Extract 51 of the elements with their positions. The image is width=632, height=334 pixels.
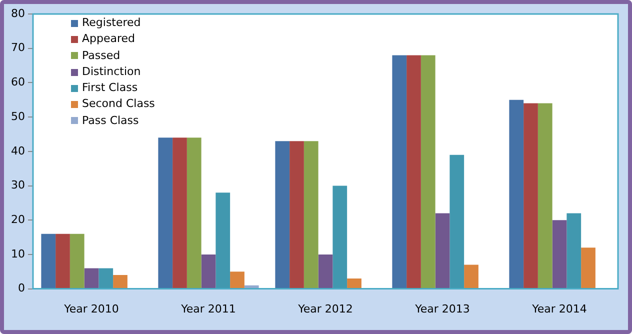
bar <box>524 103 538 288</box>
bar <box>201 254 216 288</box>
bar <box>172 138 187 288</box>
y-tick-label: 70 <box>10 41 25 54</box>
legend-label: Second Class <box>82 96 155 112</box>
y-tick-label: 40 <box>10 144 25 158</box>
x-tick-label: Year 2013 <box>414 302 470 316</box>
bar <box>70 234 84 288</box>
bar <box>98 268 114 288</box>
bar <box>275 141 290 288</box>
x-tick-label: Year 2011 <box>180 302 236 316</box>
y-tick-label: 20 <box>10 212 25 226</box>
y-tick-label: 30 <box>10 178 25 192</box>
bar <box>552 220 567 288</box>
bar <box>347 278 362 288</box>
legend-label: Pass Class <box>82 112 139 129</box>
bar <box>290 141 304 288</box>
bar <box>420 55 436 288</box>
bar <box>538 103 552 288</box>
bar <box>392 55 407 288</box>
bar <box>84 268 99 288</box>
x-tick-label: Year 2014 <box>531 302 587 316</box>
bar <box>113 275 128 288</box>
bar <box>304 141 318 288</box>
y-tick-label: 10 <box>10 247 25 260</box>
x-tick-label: Year 2010 <box>63 302 119 316</box>
y-tick-label: 50 <box>10 110 25 123</box>
bar <box>581 248 596 288</box>
y-tick-label: 80 <box>10 6 25 20</box>
bar <box>450 154 464 288</box>
y-tick-label: 60 <box>10 76 25 89</box>
legend-label: Registered <box>82 15 141 31</box>
bar <box>216 192 230 288</box>
legend-label: Distinction <box>82 64 141 80</box>
bar <box>186 138 202 288</box>
bar <box>464 264 478 288</box>
bar <box>406 55 421 288</box>
bar <box>566 213 582 288</box>
x-tick-label: Year 2012 <box>297 302 353 316</box>
bar <box>435 213 450 288</box>
bar <box>41 234 56 288</box>
bar <box>56 234 70 288</box>
bar <box>318 254 333 288</box>
y-tick-label: 0 <box>18 282 25 295</box>
bar <box>230 272 244 288</box>
legend-label: Appeared <box>82 31 136 48</box>
bar <box>158 138 173 288</box>
legend-label: First Class <box>82 80 138 96</box>
bar <box>332 186 348 288</box>
bar <box>509 100 524 288</box>
legend-label: Passed <box>82 48 120 64</box>
